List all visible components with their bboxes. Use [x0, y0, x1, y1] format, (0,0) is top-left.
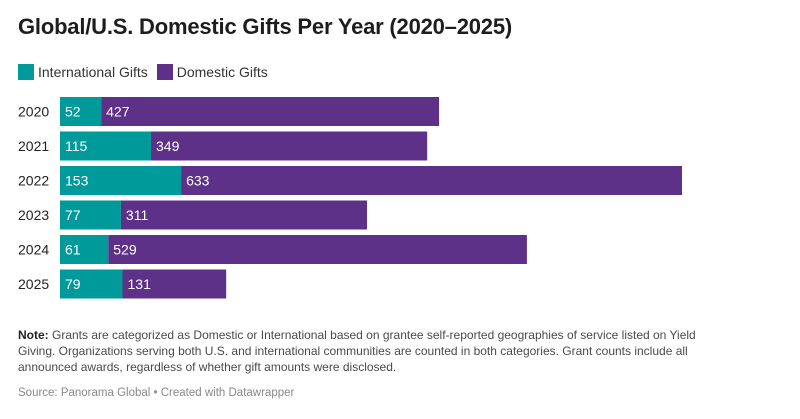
legend: International Gifts Domestic Gifts — [18, 64, 277, 80]
chart-note: Note: Grants are categorized as Domestic… — [18, 327, 718, 375]
note-text: Grants are categorized as Domestic or In… — [18, 328, 696, 374]
bar-domestic — [151, 131, 428, 161]
legend-item-domestic: Domestic Gifts — [156, 64, 268, 80]
data-label: 79 — [65, 276, 81, 292]
data-label: 61 — [65, 242, 81, 258]
bar-international — [60, 235, 109, 264]
data-label: 633 — [186, 173, 210, 189]
bar-domestic — [181, 166, 682, 195]
source-credit: Source: Panorama Global • Created with D… — [18, 387, 295, 399]
bar-international — [60, 97, 102, 126]
legend-swatch — [18, 64, 34, 80]
bar-international — [60, 200, 121, 230]
bar-international — [60, 166, 182, 195]
data-label: 427 — [106, 104, 130, 120]
note-label: Note: — [18, 328, 49, 342]
data-label: 52 — [65, 104, 81, 120]
category-label: 2024 — [18, 242, 49, 258]
data-label: 115 — [65, 138, 88, 154]
category-label: 2021 — [18, 138, 49, 154]
bar-domestic — [122, 269, 227, 299]
data-label: 77 — [65, 207, 81, 223]
data-label: 153 — [65, 173, 89, 189]
legend-label: International Gifts — [38, 64, 148, 80]
data-label: 311 — [126, 207, 149, 223]
legend-swatch — [156, 64, 173, 80]
bar-chart: 2020 52 427 2021 115 349 2022 153 633 2023 77 311 20… — [18, 97, 682, 299]
bar-international — [60, 131, 152, 161]
data-label: 131 — [128, 276, 152, 292]
bar-domestic — [108, 235, 527, 264]
category-label: 2022 — [18, 173, 49, 189]
bar-international — [60, 269, 123, 299]
category-label: 2020 — [18, 104, 49, 120]
chart-title: Global/U.S. Domestic Gifts Per Year (202… — [18, 14, 512, 39]
data-label: 349 — [156, 138, 180, 154]
legend-item-international: International Gifts — [18, 64, 148, 80]
bar-domestic — [101, 97, 440, 126]
bar-domestic — [120, 200, 368, 230]
data-label: 529 — [113, 242, 137, 258]
category-label: 2025 — [18, 276, 49, 292]
category-label: 2023 — [18, 207, 49, 223]
legend-label: Domestic Gifts — [176, 64, 268, 80]
